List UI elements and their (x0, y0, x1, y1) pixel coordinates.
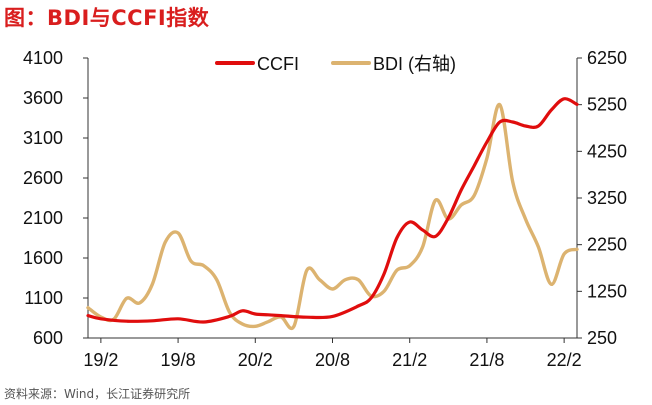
left-tick-label: 1600 (23, 248, 63, 268)
chart-axes: 600 1100 1600 2100 2600 3100 3600 4100 250 1250 22… (23, 48, 627, 370)
right-tick-label: 5250 (587, 95, 627, 115)
legend-bdi-label: BDI (右轴) (373, 54, 456, 74)
chart: 600 1100 1600 2100 2600 3100 3600 4100 250 1250 22… (23, 48, 627, 370)
chart-legend: CCFI BDI (右轴) (215, 54, 456, 74)
x-tick-label: 21/8 (469, 350, 504, 370)
legend-ccfi-label: CCFI (257, 54, 299, 74)
bdi-series-line (86, 102, 579, 330)
x-tick-label: 22/2 (547, 350, 582, 370)
x-tick-label: 20/2 (238, 350, 273, 370)
ccfi-series-line (86, 97, 579, 324)
x-tick-label: 19/2 (83, 350, 118, 370)
left-tick-label: 3600 (23, 88, 63, 108)
right-tick-label: 1250 (587, 281, 627, 301)
chart-series (86, 97, 579, 330)
left-tick-label: 2100 (23, 208, 63, 228)
right-tick-label: 4250 (587, 141, 627, 161)
left-tick-label: 4100 (23, 48, 63, 68)
right-tick-label: 250 (587, 328, 617, 348)
source-note: 资料来源：Wind，长江证券研究所 (4, 387, 191, 401)
x-tick-label: 19/8 (161, 350, 196, 370)
right-tick-label: 2250 (587, 235, 627, 255)
x-tick-label: 20/8 (315, 350, 350, 370)
right-tick-label: 6250 (587, 48, 627, 68)
left-tick-label: 2600 (23, 168, 63, 188)
left-tick-label: 1100 (24, 288, 63, 308)
left-tick-label: 3100 (23, 128, 63, 148)
left-tick-label: 600 (33, 328, 63, 348)
right-tick-label: 3250 (587, 188, 627, 208)
x-tick-label: 21/2 (392, 350, 427, 370)
page-title: 图：BDI与CCFI指数 (4, 6, 210, 30)
